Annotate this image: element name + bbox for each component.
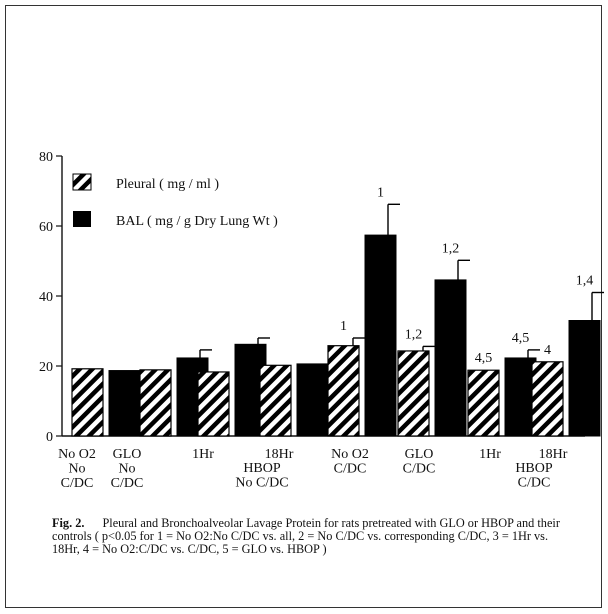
- bar-bal: [434, 279, 467, 437]
- x-category-label: No O2: [58, 447, 96, 462]
- bar-pleural: [327, 345, 360, 437]
- significance-label-pleural: 4,5: [475, 351, 493, 366]
- caption-label: Fig. 2.: [52, 516, 85, 530]
- significance-label-bal: 1,2: [442, 241, 460, 256]
- x-group-label: HBOP: [515, 461, 553, 476]
- legend: Pleural ( mg / ml ) BAL ( mg / g Dry Lung…: [72, 173, 278, 229]
- bar-pleural: [197, 371, 230, 437]
- bar-pleural: [467, 369, 500, 437]
- x-category-label: C/DC: [403, 462, 436, 477]
- bar-pleural: [397, 350, 430, 437]
- x-category-label: GLO: [113, 447, 142, 462]
- caption-text: Pleural and Bronchoalveolar Lavage Prote…: [52, 516, 560, 557]
- legend-swatch-bal: [73, 211, 91, 227]
- x-category-label: 18Hr: [265, 447, 294, 462]
- y-tick-label: 80: [39, 150, 53, 165]
- bar-pleural: [139, 369, 172, 437]
- x-category-label: No O2: [331, 447, 369, 462]
- bar-bal: [504, 357, 537, 437]
- x-group-label: No C/DC: [235, 476, 288, 491]
- bar-pleural: [71, 368, 104, 437]
- figure-caption: Fig. 2. Pleural and Bronchoalveolar Lavag…: [52, 516, 577, 557]
- x-category-label: No: [68, 462, 85, 477]
- x-category-label: C/DC: [334, 462, 367, 477]
- bar-pleural: [531, 361, 564, 437]
- x-category-label: C/DC: [111, 476, 144, 491]
- significance-label-bal: 1,4: [576, 274, 594, 289]
- x-group-label: HBOP: [243, 461, 281, 476]
- significance-label-pleural: 1,2: [405, 327, 423, 342]
- significance-label-bal: 1: [377, 185, 384, 200]
- legend-label-pleural: Pleural ( mg / ml ): [116, 177, 219, 192]
- legend-swatch-pleural: [72, 173, 92, 191]
- x-group-label: C/DC: [518, 476, 551, 491]
- x-category-label: 18Hr: [539, 447, 568, 462]
- bar-bal: [296, 363, 329, 437]
- bar-bal: [108, 370, 141, 437]
- significance-label-bal: 4,5: [512, 331, 530, 346]
- x-category-label: 1Hr: [479, 447, 501, 462]
- significance-label-pleural: 4: [544, 343, 551, 358]
- y-tick-label: 40: [39, 290, 53, 305]
- x-category-label: C/DC: [61, 476, 94, 491]
- legend-label-bal: BAL ( mg / g Dry Lung Wt ): [116, 214, 278, 229]
- y-tick-label: 20: [39, 360, 53, 375]
- y-tick-label: 60: [39, 220, 53, 235]
- figure-frame: [5, 5, 602, 608]
- bar-pleural: [259, 364, 292, 437]
- x-category-label: GLO: [405, 447, 434, 462]
- bar-bal: [568, 320, 601, 437]
- y-tick-label: 0: [46, 430, 53, 445]
- significance-label-pleural: 1: [340, 319, 347, 334]
- x-category-label: 1Hr: [192, 447, 214, 462]
- x-category-label: No: [118, 462, 135, 477]
- bars: 1 1 1,2 1,2 4,5 4,5 4 1,4: [71, 185, 604, 437]
- bar-bal: [364, 234, 397, 437]
